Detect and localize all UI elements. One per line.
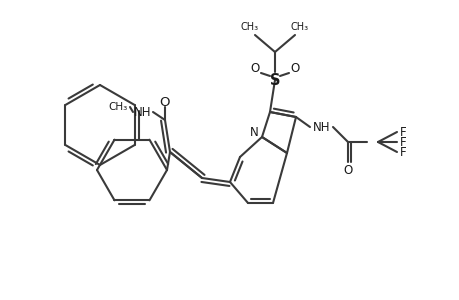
Text: O: O [290,61,299,74]
Text: F: F [399,125,405,139]
Text: NH: NH [313,121,330,134]
Text: CH₃: CH₃ [108,102,127,112]
Text: O: O [250,61,259,74]
Text: CH₃: CH₃ [290,22,308,32]
Text: O: O [342,164,352,176]
Text: NH: NH [134,106,151,118]
Text: CH₃: CH₃ [241,22,258,32]
Text: O: O [159,95,170,109]
Text: F: F [399,146,405,158]
Text: N: N [249,125,258,139]
Text: F: F [399,136,405,148]
Text: S: S [269,73,280,88]
